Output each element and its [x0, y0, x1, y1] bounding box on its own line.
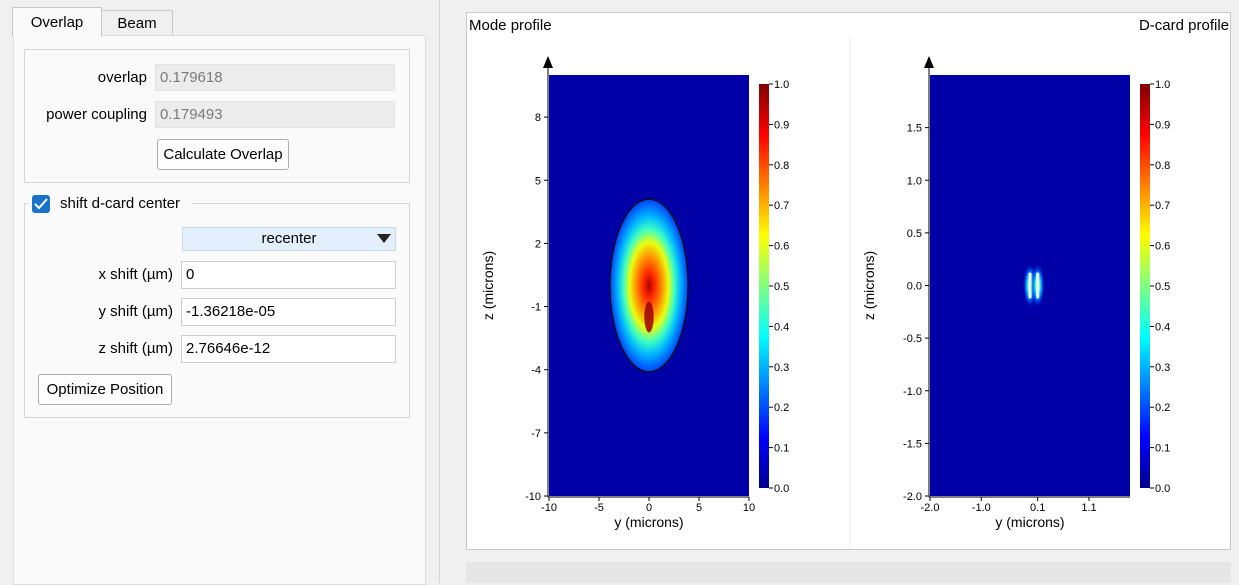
dcard-x-tick-label: 1.1 — [1081, 502, 1096, 514]
dcard-y-tick-label: -1.0 — [903, 386, 922, 398]
lower-panel-strip — [466, 562, 1231, 583]
mode-x-tick-label: -10 — [541, 502, 557, 514]
dcard-x-tick-label: 0.1 — [1030, 502, 1045, 514]
power-coupling-value-field: 0.179493 — [155, 101, 395, 128]
dcard-y-axis-label: z (microns) — [861, 251, 877, 320]
dcard-y-tick-label: -1.5 — [903, 438, 922, 450]
mode-y-tick-label: -4 — [531, 365, 541, 377]
mode-field-peak — [644, 301, 654, 333]
dcard-colorbar-tick-label: 0.0 — [1155, 483, 1170, 495]
shift-dcard-label: shift d-card center — [60, 195, 181, 212]
splitter-handle[interactable] — [439, 0, 440, 583]
dcard-y-tick-label: 1.0 — [907, 175, 922, 187]
recenter-select-value: recenter — [261, 230, 317, 247]
y-shift-input[interactable]: -1.36218e-05 — [181, 298, 396, 326]
mode-y-axis-arrow — [543, 56, 553, 68]
charts-layer: -10 -5 0 5 10 -10 -7 -4 -1 2 5 8 y (microns) z (micro… — [480, 56, 1170, 530]
dcard-profile-title: D-card profile — [1138, 17, 1229, 34]
shift-group — [24, 203, 410, 418]
overlap-group — [24, 49, 410, 183]
dcard-colorbar-tick-label: 0.9 — [1155, 119, 1170, 131]
mode-x-tick-label: 10 — [743, 502, 755, 514]
x-shift-input[interactable]: 0 — [181, 261, 396, 289]
dcard-colorbar — [1140, 84, 1150, 488]
dcard-y-tick-label: -2.0 — [903, 491, 922, 503]
mode-y-tick-label: -10 — [525, 491, 541, 503]
mode-colorbar-tick-label: 0.7 — [774, 200, 789, 212]
overlap-label: overlap — [97, 69, 147, 86]
dcard-colorbar-tick-label: 0.7 — [1155, 200, 1170, 212]
mode-y-tick-label: 2 — [535, 238, 541, 250]
mode-colorbar-tick-label: 0.2 — [774, 402, 789, 414]
mode-x-tick-label: 5 — [696, 502, 702, 514]
mode-y-axis-label: z (microns) — [480, 251, 496, 320]
calculate-overlap-button[interactable]: Calculate Overlap — [157, 139, 289, 170]
dcard-colorbar-tick-label: 0.4 — [1155, 321, 1170, 333]
mode-colorbar-tick-label: 0.8 — [774, 160, 789, 172]
plots-canvas: -10 -5 0 5 10 -10 -7 -4 -1 2 5 8 y (microns) z (micro… — [480, 35, 1170, 549]
dcard-y-axis-arrow — [924, 56, 934, 68]
mode-x-axis-label: y (microns) — [614, 514, 683, 530]
mode-y-tick-label: 5 — [535, 175, 541, 187]
mode-colorbar-tick-label: 0.3 — [774, 362, 789, 374]
mode-y-tick-label: -1 — [531, 302, 541, 314]
checkmark-icon — [34, 198, 48, 210]
dcard-x-tick-label: -2.0 — [921, 502, 940, 514]
dcard-lobe-core-1 — [1028, 272, 1032, 299]
mode-profile-title: Mode profile — [469, 17, 552, 34]
dcard-colorbar-tick-label: 0.3 — [1155, 362, 1170, 374]
mode-colorbar-tick-label: 0.0 — [774, 483, 789, 495]
mode-y-tick-label: -7 — [531, 428, 541, 440]
plot-frame: Mode profile D-card profile — [466, 12, 1231, 550]
dcard-x-axis-label: y (microns) — [995, 514, 1064, 530]
chevron-down-icon — [377, 234, 391, 243]
tab-beam[interactable]: Beam — [101, 10, 173, 36]
dcard-y-tick-label: -0.5 — [903, 333, 922, 345]
mode-colorbar-tick-label: 0.9 — [774, 119, 789, 131]
dcard-colorbar-tick-label: 0.8 — [1155, 160, 1170, 172]
optimize-position-button[interactable]: Optimize Position — [38, 374, 172, 405]
overlap-value-field: 0.179618 — [155, 64, 395, 91]
dcard-y-tick-label: 0.0 — [907, 281, 922, 293]
dcard-y-tick-label: 1.5 — [907, 123, 922, 135]
dcard-colorbar-tick-label: 0.2 — [1155, 402, 1170, 414]
z-shift-input[interactable]: 2.76646e-12 — [181, 335, 396, 363]
power-coupling-label: power coupling — [46, 106, 147, 123]
mode-colorbar-tick-label: 0.5 — [774, 281, 789, 293]
dcard-y-tick-label: 0.5 — [907, 228, 922, 240]
dcard-lobe-core-2 — [1036, 272, 1040, 299]
mode-x-tick-label: 0 — [646, 502, 652, 514]
x-shift-label: x shift (µm) — [98, 266, 173, 283]
mode-colorbar-tick-label: 0.4 — [774, 321, 789, 333]
mode-colorbar-tick-label: 1.0 — [774, 79, 789, 91]
y-shift-label: y shift (µm) — [98, 303, 173, 320]
mode-y-tick-label: 8 — [535, 112, 541, 124]
mode-field-spot — [610, 199, 688, 372]
shift-dcard-checkbox[interactable] — [32, 195, 50, 213]
dcard-colorbar-tick-label: 1.0 — [1155, 79, 1170, 91]
mode-contour-ellipse — [609, 198, 689, 373]
dcard-x-tick-label: -1.0 — [972, 502, 991, 514]
recenter-select[interactable]: recenter — [182, 227, 396, 251]
z-shift-label: z shift (µm) — [98, 340, 173, 357]
tab-overlap[interactable]: Overlap — [12, 7, 102, 37]
dcard-colorbar-tick-label: 0.5 — [1155, 281, 1170, 293]
mode-colorbar — [759, 84, 769, 488]
dcard-colorbar-tick-label: 0.1 — [1155, 443, 1170, 455]
tab-bar: Overlap Beam — [0, 0, 430, 37]
mode-colorbar-tick-label: 0.6 — [774, 241, 789, 253]
dcard-colorbar-tick-label: 0.6 — [1155, 241, 1170, 253]
mode-x-tick-label: -5 — [594, 502, 604, 514]
mode-colorbar-tick-label: 0.1 — [774, 443, 789, 455]
